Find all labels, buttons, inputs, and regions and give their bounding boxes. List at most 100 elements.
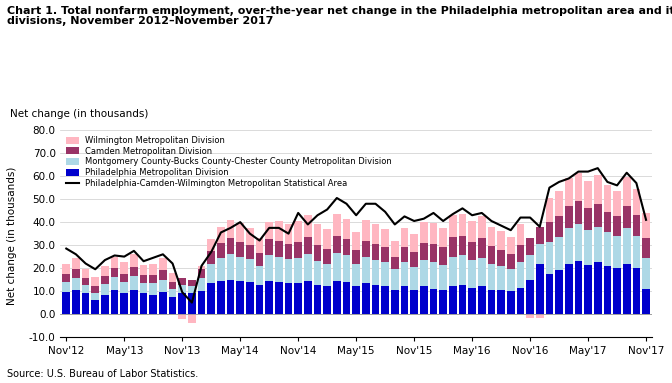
Bar xyxy=(226,220,235,238)
Bar xyxy=(372,260,380,285)
Bar xyxy=(642,258,650,289)
Bar xyxy=(226,254,235,280)
Bar xyxy=(314,245,321,261)
Bar xyxy=(439,290,447,314)
Bar xyxy=(401,228,409,247)
Bar xyxy=(352,286,360,314)
Bar xyxy=(488,246,495,264)
Bar xyxy=(642,289,650,314)
Bar xyxy=(458,236,466,255)
Bar xyxy=(372,285,380,314)
Bar xyxy=(613,191,621,216)
Bar xyxy=(294,258,302,283)
Bar xyxy=(613,216,621,236)
Bar xyxy=(575,224,582,261)
Bar xyxy=(420,286,427,314)
Bar xyxy=(285,283,292,314)
Bar xyxy=(343,239,350,255)
Bar xyxy=(178,278,186,285)
Bar xyxy=(323,249,331,264)
Bar xyxy=(603,212,612,232)
Bar xyxy=(603,266,612,314)
Bar xyxy=(304,281,312,314)
Bar xyxy=(111,290,118,314)
Text: Net change (in thousands): Net change (in thousands) xyxy=(10,109,149,119)
Bar xyxy=(208,264,215,283)
Bar xyxy=(265,255,273,281)
Bar xyxy=(323,229,331,249)
Bar xyxy=(362,283,370,314)
Bar xyxy=(343,219,350,239)
Bar xyxy=(275,221,283,241)
Text: divisions, November 2012–November 2017: divisions, November 2012–November 2017 xyxy=(7,16,273,26)
Bar xyxy=(623,264,630,314)
Bar xyxy=(62,264,70,274)
Bar xyxy=(111,257,118,268)
Bar xyxy=(333,253,341,281)
Bar xyxy=(449,257,457,286)
Bar xyxy=(333,236,341,253)
Bar xyxy=(546,274,553,314)
Bar xyxy=(343,282,350,314)
Bar xyxy=(198,266,206,269)
Bar xyxy=(82,278,89,285)
Bar xyxy=(72,290,80,314)
Bar xyxy=(555,270,563,314)
Bar xyxy=(632,189,640,215)
Bar xyxy=(603,232,612,266)
Bar xyxy=(304,254,312,281)
Bar xyxy=(401,247,409,262)
Bar xyxy=(458,255,466,285)
Bar xyxy=(642,213,650,238)
Bar xyxy=(140,275,147,283)
Bar xyxy=(159,258,167,270)
Bar xyxy=(507,254,515,269)
Bar xyxy=(265,239,273,255)
Bar xyxy=(526,255,534,280)
Bar xyxy=(391,241,398,257)
Bar xyxy=(352,250,360,264)
Bar xyxy=(198,269,206,278)
Bar xyxy=(130,276,138,290)
Bar xyxy=(343,255,350,282)
Bar xyxy=(575,261,582,314)
Bar xyxy=(536,227,544,244)
Bar xyxy=(411,234,418,252)
Bar xyxy=(439,247,447,265)
Bar xyxy=(285,259,292,283)
Bar xyxy=(575,173,582,201)
Bar xyxy=(362,220,370,241)
Bar xyxy=(217,281,224,314)
Bar xyxy=(381,247,389,262)
Bar xyxy=(188,280,196,286)
Bar xyxy=(488,264,495,290)
Bar xyxy=(130,290,138,314)
Bar xyxy=(217,258,224,281)
Bar xyxy=(391,269,398,290)
Bar xyxy=(536,314,544,318)
Bar xyxy=(294,242,302,258)
Bar xyxy=(497,290,505,314)
Bar xyxy=(632,215,640,236)
Text: Source: U.S. Bureau of Labor Statistics.: Source: U.S. Bureau of Labor Statistics. xyxy=(7,369,198,379)
Bar xyxy=(304,237,312,254)
Bar xyxy=(449,215,457,237)
Bar xyxy=(488,290,495,314)
Bar xyxy=(565,228,573,264)
Bar xyxy=(429,244,437,262)
Bar xyxy=(82,293,89,314)
Bar xyxy=(208,239,215,251)
Bar xyxy=(546,242,553,274)
Bar xyxy=(594,262,601,314)
Bar xyxy=(411,252,418,267)
Bar xyxy=(362,257,370,283)
Bar xyxy=(265,222,273,239)
Bar xyxy=(111,268,118,277)
Bar xyxy=(140,293,147,314)
Bar xyxy=(169,289,177,297)
Bar xyxy=(575,201,582,224)
Bar xyxy=(226,280,235,314)
Bar xyxy=(120,262,128,274)
Bar xyxy=(642,238,650,258)
Bar xyxy=(497,231,505,250)
